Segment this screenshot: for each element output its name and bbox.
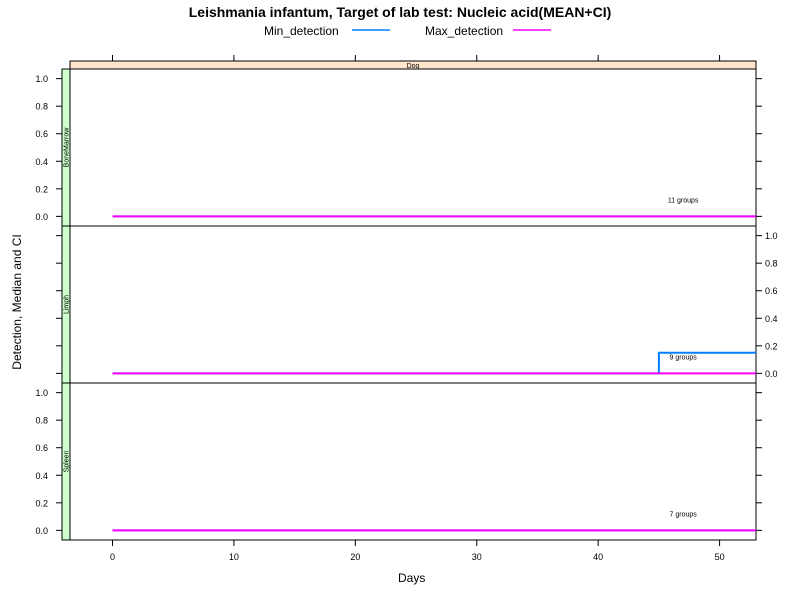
y-tick-label-limph: 1.0 xyxy=(765,231,778,241)
x-tick-label: 20 xyxy=(350,552,360,562)
chart-title: Leishmania infantum, Target of lab test:… xyxy=(188,4,612,20)
strip-label-spleen: Spleen xyxy=(64,450,71,472)
y-tick-label-bonemarrow: 0.4 xyxy=(35,157,48,167)
panels-layer: Dog BoneMarrow 0.0 0.2 0.4 0.6 0.8 1.0 11 groups… xyxy=(35,55,778,562)
y-tick-label-bonemarrow: 0.6 xyxy=(35,129,48,139)
x-axis-title: Days xyxy=(398,571,426,585)
y-tick-label-limph: 0.8 xyxy=(765,259,778,269)
strip-top-label: Dog xyxy=(407,63,420,70)
y-tick-label-limph: 0.4 xyxy=(765,314,778,324)
y-tick-label-limph: 0.6 xyxy=(765,286,778,296)
x-tick-label: 40 xyxy=(593,552,603,562)
annotation-spleen: 7 groups xyxy=(670,512,698,519)
y-tick-label-limph: 0.0 xyxy=(765,369,778,379)
annotation-bonemarrow: 11 groups xyxy=(668,198,699,205)
y-tick-label-bonemarrow: 1.0 xyxy=(35,74,48,84)
y-tick-label-bonemarrow: 0.2 xyxy=(35,184,48,194)
y-tick-label-spleen: 0.8 xyxy=(35,416,48,426)
legend-label-max-detection: Max_detection xyxy=(425,24,504,38)
panel-frame-spleen xyxy=(69,382,757,541)
x-tick-label: 50 xyxy=(715,552,725,562)
strip-label-limph: Limph xyxy=(64,295,71,314)
x-tick-label: 10 xyxy=(229,552,239,562)
legend-label-min-detection: Min_detection xyxy=(264,24,339,38)
x-tick-label: 30 xyxy=(472,552,482,562)
y-tick-label-limph: 0.2 xyxy=(765,341,778,351)
annotation-limph: 9 groups xyxy=(670,355,698,362)
x-tick-label: 0 xyxy=(110,552,115,562)
y-tick-label-spleen: 0.6 xyxy=(35,443,48,453)
y-tick-label-spleen: 0.4 xyxy=(35,471,48,481)
strip-spleen xyxy=(61,382,71,541)
strip-label-bonemarrow: BoneMarrow xyxy=(64,127,71,168)
y-tick-label-spleen: 0.2 xyxy=(35,498,48,508)
series-min-detection-limph xyxy=(112,351,756,375)
y-tick-label-spleen: 0.0 xyxy=(35,526,48,536)
y-tick-label-spleen: 1.0 xyxy=(35,388,48,398)
y-tick-label-bonemarrow: 0.8 xyxy=(35,102,48,112)
y-tick-label-bonemarrow: 0.0 xyxy=(35,212,48,222)
panel-frame-limph xyxy=(69,225,757,384)
panel-frame-bonemarrow xyxy=(69,68,757,227)
